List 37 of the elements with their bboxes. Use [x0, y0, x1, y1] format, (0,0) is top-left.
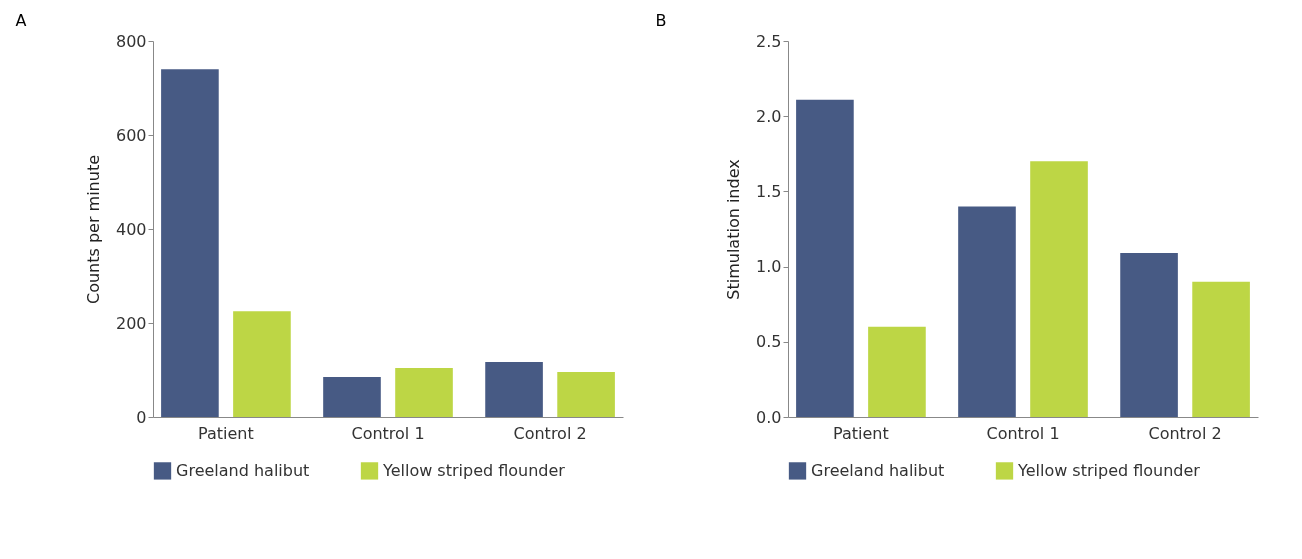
x-tick-label: Patient — [833, 423, 889, 443]
legend-label: Yellow striped flounder — [382, 460, 566, 480]
legend-label: Greeland halibut — [176, 460, 310, 480]
y-axis-title: Counts per minute — [83, 154, 103, 305]
x-tick-label: Control 1 — [986, 423, 1060, 443]
y-tick-label: 1.0 — [756, 257, 782, 277]
bar — [161, 69, 219, 417]
y-tick-label: 0 — [136, 407, 147, 427]
legend-label: Yellow striped flounder — [1017, 460, 1201, 480]
y-tick-label: 2.0 — [756, 106, 782, 126]
bar — [233, 311, 291, 417]
y-tick-label: 600 — [115, 125, 147, 145]
y-tick-label: 1.5 — [756, 181, 782, 201]
bar — [1120, 253, 1178, 417]
bar — [868, 326, 926, 417]
text: A — [15, 11, 27, 30]
x-tick-label: Control 1 — [351, 423, 425, 443]
x-tick-label: Patient — [198, 423, 254, 443]
bar — [323, 377, 381, 417]
y-tick-label: 200 — [115, 313, 147, 333]
x-tick-label: Control 2 — [513, 423, 587, 443]
bar — [796, 99, 854, 417]
legend-label: Greeland halibut — [811, 460, 945, 480]
bar — [1030, 161, 1088, 417]
bar — [1192, 281, 1250, 417]
y-tick-label: 2.5 — [756, 31, 782, 51]
bar — [557, 371, 615, 417]
bar — [958, 206, 1016, 417]
y-axis-title: Stimulation index — [724, 159, 744, 300]
bar — [395, 368, 453, 417]
y-tick-label: 400 — [115, 219, 147, 239]
x-tick-label: Control 2 — [1148, 423, 1222, 443]
bar — [485, 362, 543, 417]
y-tick-label: 0.5 — [756, 332, 782, 352]
chart-title: B — [655, 11, 667, 30]
y-tick-label: 0.0 — [756, 407, 782, 427]
y-tick-label: 800 — [115, 31, 147, 51]
